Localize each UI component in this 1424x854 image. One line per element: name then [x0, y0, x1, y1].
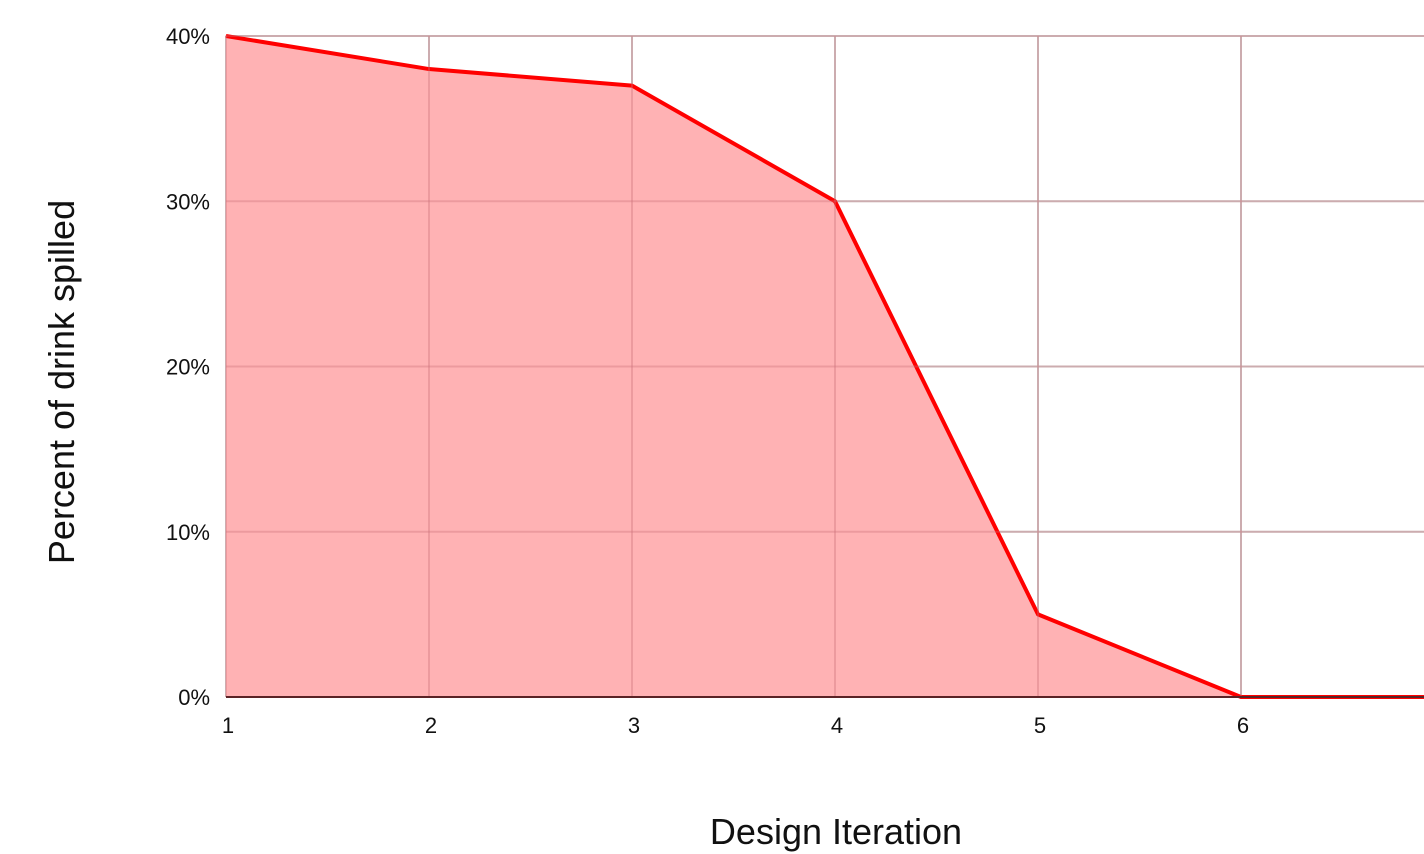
data-point [428, 68, 430, 70]
data-point [834, 200, 836, 202]
y-tick-label: 20% [166, 355, 210, 380]
y-tick-label: 10% [166, 520, 210, 545]
x-tick-label: 2 [425, 713, 437, 738]
y-tick-label: 40% [166, 24, 210, 49]
tick-labels: 0% 10% 20% 30% 40% 1 2 3 4 5 6 [166, 24, 1249, 738]
x-tick-label: 1 [222, 713, 234, 738]
plot-area [225, 34, 1424, 699]
x-tick-label: 5 [1034, 713, 1046, 738]
area-fill [226, 36, 1424, 697]
x-tick-label: 6 [1237, 713, 1249, 738]
y-axis-title: Percent of drink spilled [41, 200, 82, 564]
data-point [225, 35, 227, 37]
y-tick-label: 0% [178, 685, 210, 710]
x-tick-label: 3 [628, 713, 640, 738]
x-tick-label: 4 [831, 713, 843, 738]
data-point [1037, 613, 1039, 615]
y-tick-label: 30% [166, 189, 210, 214]
data-point [631, 85, 633, 87]
x-axis-title: Design Iteration [710, 811, 962, 852]
